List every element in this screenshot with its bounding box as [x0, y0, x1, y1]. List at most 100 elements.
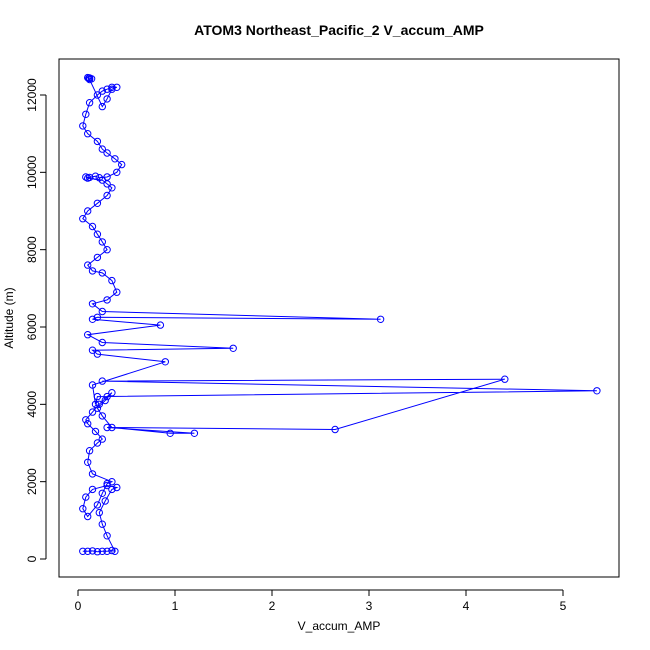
x-tick-label: 3 — [366, 599, 373, 613]
data-point — [88, 315, 97, 323]
data-point — [111, 547, 119, 555]
data-point — [103, 191, 111, 200]
data-point — [84, 130, 92, 138]
data-point — [229, 344, 237, 352]
data-point — [103, 423, 111, 432]
y-tick-label: 6000 — [25, 313, 39, 340]
data-point — [93, 392, 102, 401]
data-point — [79, 547, 87, 555]
x-axis-label: V_accum_AMP — [298, 619, 381, 633]
data-point — [85, 99, 94, 107]
data-point — [88, 547, 97, 555]
y-tick-label: 12000 — [25, 78, 39, 112]
data-point — [108, 546, 116, 555]
x-tick-label: 1 — [172, 599, 179, 613]
data-point — [501, 375, 509, 383]
data-point — [108, 83, 116, 92]
data-point — [103, 246, 111, 254]
x-tick-label: 5 — [560, 599, 567, 613]
data-point — [108, 389, 116, 397]
data-point — [88, 485, 97, 494]
data-point — [98, 338, 107, 347]
x-tick-label: 2 — [269, 599, 276, 613]
data-point — [93, 548, 102, 556]
data-point — [93, 350, 102, 358]
y-tick-label: 10000 — [25, 155, 39, 189]
data-point — [156, 321, 165, 329]
data-point — [93, 313, 102, 321]
data-point — [95, 508, 104, 517]
data-point — [82, 110, 90, 119]
data-point — [113, 483, 121, 492]
data-point — [376, 315, 385, 323]
series-line — [82, 77, 597, 553]
data-point — [88, 381, 97, 389]
data-point — [103, 173, 111, 181]
data-point — [101, 497, 109, 505]
data-point — [103, 149, 111, 157]
data-point — [98, 87, 107, 95]
y-tick-label: 8000 — [25, 236, 39, 263]
data-point — [108, 478, 116, 486]
data-point — [93, 439, 102, 447]
data-point — [79, 215, 87, 223]
data-point — [161, 358, 170, 366]
data-point — [84, 207, 92, 215]
data-point — [593, 387, 601, 395]
data-point — [103, 392, 111, 401]
data-point — [103, 481, 111, 490]
data-point — [93, 199, 102, 208]
data-point — [103, 95, 111, 103]
data-point — [103, 547, 111, 555]
data-point — [108, 184, 116, 192]
data-point — [93, 91, 102, 99]
data-point — [98, 435, 107, 443]
data-point — [98, 377, 107, 385]
data-point — [93, 230, 102, 238]
data-point — [98, 547, 107, 555]
data-point — [98, 307, 107, 316]
data-point — [95, 400, 104, 408]
data-point — [84, 458, 92, 466]
data-point — [113, 168, 121, 177]
data-point — [88, 222, 97, 231]
data-point — [93, 253, 102, 262]
data-point — [95, 174, 104, 182]
y-tick-label: 4000 — [25, 391, 39, 418]
data-point — [79, 505, 87, 513]
data-point — [84, 331, 92, 339]
data-point — [108, 423, 116, 432]
data-point — [93, 404, 102, 412]
data-point — [98, 412, 107, 420]
data-point — [85, 447, 94, 455]
data-point — [113, 83, 121, 92]
data-point — [98, 489, 107, 497]
data-point — [87, 75, 96, 83]
data-point — [82, 173, 90, 181]
chart-title: ATOM3 Northeast_Pacific_2 V_accum_AMP — [194, 22, 484, 38]
data-point — [88, 408, 97, 416]
data-point — [98, 145, 107, 153]
data-point — [108, 85, 116, 93]
data-point — [91, 172, 100, 180]
data-point — [88, 470, 97, 478]
y-axis-label: Altitude (m) — [2, 287, 16, 348]
y-tick-label: 2000 — [25, 468, 39, 495]
data-point — [101, 396, 109, 405]
data-point — [113, 288, 121, 296]
data-point — [190, 429, 199, 437]
data-point — [331, 425, 339, 434]
data-point — [82, 493, 90, 501]
data-point — [98, 269, 107, 277]
data-point — [111, 155, 119, 163]
data-point — [118, 160, 126, 169]
data-point — [84, 261, 92, 269]
y-tick-label: 0 — [25, 555, 39, 562]
plot-area-frame — [58, 58, 620, 578]
data-point — [91, 427, 100, 436]
x-tick-label: 0 — [75, 599, 82, 613]
y-axis: 0 2000 4000 6000 8000 10000 12000 — [25, 78, 47, 562]
x-axis: 0 1 2 3 4 5 — [75, 589, 567, 613]
data-point — [103, 296, 111, 304]
